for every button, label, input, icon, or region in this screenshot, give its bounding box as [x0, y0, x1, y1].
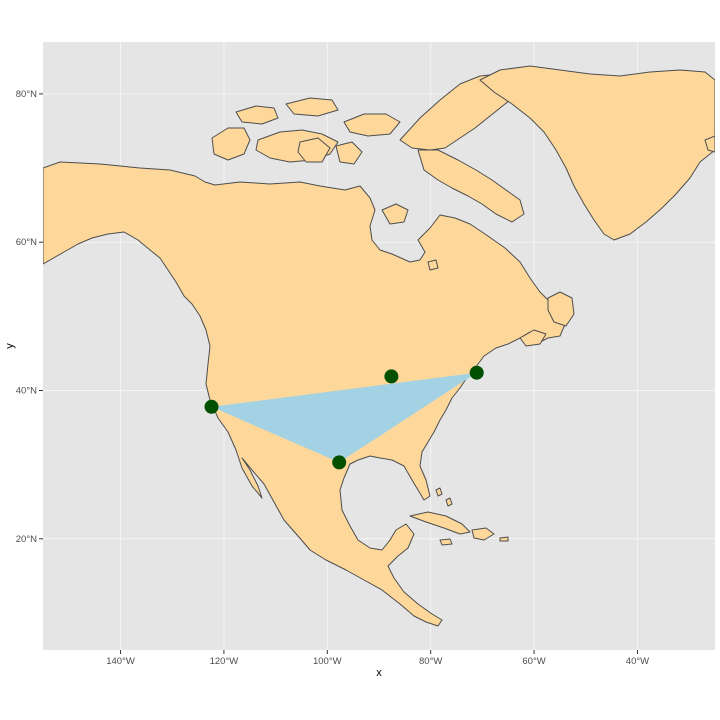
city-points	[204, 365, 484, 470]
newfoundland	[547, 291, 575, 327]
greenland	[479, 65, 715, 241]
y-tick-label: 20°N	[16, 534, 37, 545]
prince-of-wales-island	[297, 137, 331, 163]
x-tick-label: 120°W	[210, 656, 239, 667]
y-axis-ticks: 20°N 40°N 60°N 80°N	[16, 89, 43, 545]
y-tick-label: 40°N	[16, 385, 37, 396]
jamaica	[439, 538, 453, 546]
y-axis-title: y	[4, 343, 16, 349]
x-axis-title: x	[376, 667, 382, 679]
bahamas	[435, 487, 453, 507]
devon-island	[343, 113, 401, 137]
city-point	[332, 455, 347, 470]
x-tick-label: 80°W	[419, 656, 442, 667]
connection-polygon	[211, 372, 477, 463]
somerset-island	[335, 141, 363, 165]
nova-scotia	[519, 329, 547, 347]
hispaniola	[471, 527, 495, 541]
southampton-island	[381, 203, 409, 225]
parry-islands-east	[285, 97, 339, 117]
city-point	[204, 399, 219, 414]
land-layer	[43, 65, 715, 627]
belcher-islands	[427, 259, 439, 271]
x-tick-label: 140°W	[106, 656, 135, 667]
x-tick-label: 60°W	[522, 656, 545, 667]
city-point	[469, 365, 484, 380]
y-tick-label: 60°N	[16, 237, 37, 248]
iceland-edge	[704, 135, 715, 153]
north-america-landmass	[43, 161, 567, 627]
x-tick-label: 40°W	[626, 656, 649, 667]
x-tick-label: 100°W	[313, 656, 342, 667]
x-axis-ticks: 140°W 120°W 100°W 80°W 60°W 40°W	[106, 650, 649, 667]
banks-island	[211, 127, 251, 161]
baffin-island	[417, 149, 525, 223]
puerto-rico	[499, 536, 509, 542]
y-tick-label: 80°N	[16, 89, 37, 100]
parry-islands-west	[235, 105, 279, 125]
cuba	[409, 511, 471, 535]
city-point	[384, 369, 399, 384]
